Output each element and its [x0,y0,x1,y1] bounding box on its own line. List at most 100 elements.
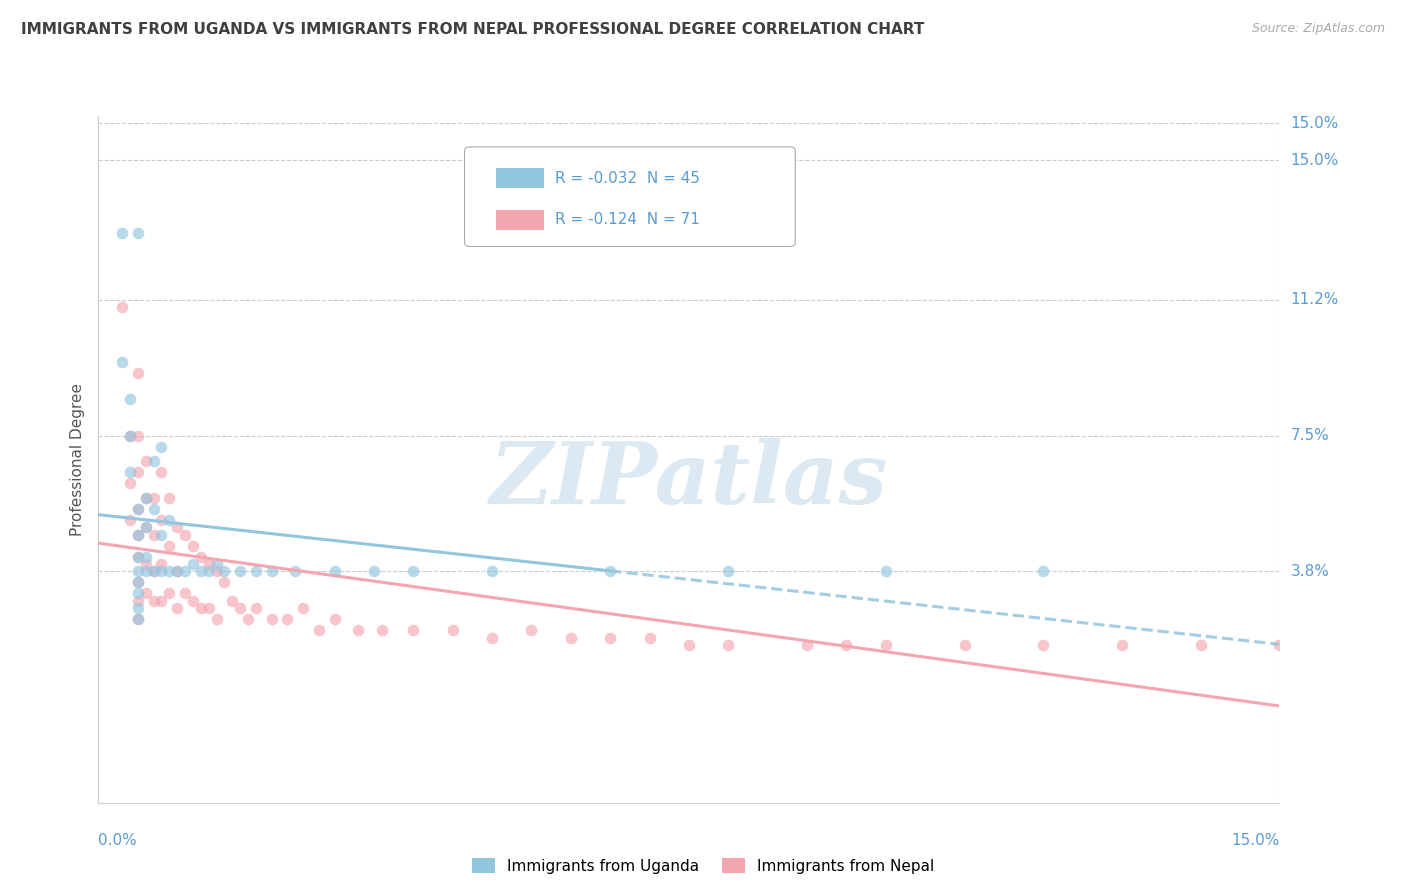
Text: IMMIGRANTS FROM UGANDA VS IMMIGRANTS FROM NEPAL PROFESSIONAL DEGREE CORRELATION : IMMIGRANTS FROM UGANDA VS IMMIGRANTS FRO… [21,22,925,37]
Point [229,601,252,615]
Point [560,631,582,645]
Point [127,565,149,579]
Point [157,586,180,600]
Point [150,513,173,527]
Point [135,557,157,571]
Point [142,454,165,468]
Text: 11.2%: 11.2% [1291,292,1339,307]
Point [127,612,149,626]
Point [127,549,149,564]
Point [441,623,464,637]
Point [157,491,180,505]
Point [142,527,165,541]
Point [181,539,204,553]
Point [111,355,134,369]
Point [229,565,252,579]
Point [142,491,165,505]
Point [190,549,212,564]
Point [875,638,897,652]
Point [1032,638,1054,652]
Point [127,465,149,479]
Point [284,565,307,579]
Point [236,612,259,626]
Point [118,465,141,479]
Text: R = -0.032  N = 45: R = -0.032 N = 45 [555,170,700,186]
Text: 7.5%: 7.5% [1291,428,1329,443]
Point [363,565,385,579]
Point [190,601,212,615]
Point [1032,565,1054,579]
FancyBboxPatch shape [464,147,796,246]
Point [166,520,188,534]
Point [127,575,149,590]
Point [260,565,283,579]
Point [135,491,157,505]
Text: 15.0%: 15.0% [1291,116,1339,131]
FancyBboxPatch shape [496,168,544,188]
Point [118,392,141,406]
Text: 3.8%: 3.8% [1291,564,1330,579]
Point [127,575,149,590]
Point [118,428,141,442]
Point [174,527,197,541]
Point [127,227,149,241]
Point [1111,638,1133,652]
Point [245,601,267,615]
Point [127,549,149,564]
Point [875,565,897,579]
Point [638,631,661,645]
Point [111,300,134,314]
Point [127,366,149,380]
Point [142,565,165,579]
Point [174,565,197,579]
Point [135,491,157,505]
Point [402,565,425,579]
Point [135,586,157,600]
Point [150,565,173,579]
Point [717,638,740,652]
Point [1268,638,1291,652]
Point [166,565,188,579]
Point [135,520,157,534]
Point [127,428,149,442]
Point [221,594,243,608]
Point [150,557,173,571]
Point [135,565,157,579]
Point [1189,638,1212,652]
Point [150,440,173,454]
Point [717,565,740,579]
Point [308,623,330,637]
Point [371,623,394,637]
Point [135,549,157,564]
Point [214,575,236,590]
Point [157,565,180,579]
Point [953,638,976,652]
Point [214,565,236,579]
Point [150,465,173,479]
Point [323,612,346,626]
Point [118,428,141,442]
Point [599,565,621,579]
Point [127,612,149,626]
Point [481,565,503,579]
FancyBboxPatch shape [496,210,544,230]
Point [520,623,543,637]
Point [276,612,298,626]
Point [157,513,180,527]
Point [481,631,503,645]
Point [599,631,621,645]
Point [181,594,204,608]
Text: 15.0%: 15.0% [1291,153,1339,168]
Point [835,638,858,652]
Point [292,601,315,615]
Point [127,527,149,541]
Point [181,557,204,571]
Text: 0.0%: 0.0% [98,833,138,848]
Point [118,476,141,491]
Point [166,601,188,615]
Point [205,612,228,626]
Point [111,227,134,241]
Text: 15.0%: 15.0% [1232,833,1279,848]
Text: Source: ZipAtlas.com: Source: ZipAtlas.com [1251,22,1385,36]
Point [157,539,180,553]
